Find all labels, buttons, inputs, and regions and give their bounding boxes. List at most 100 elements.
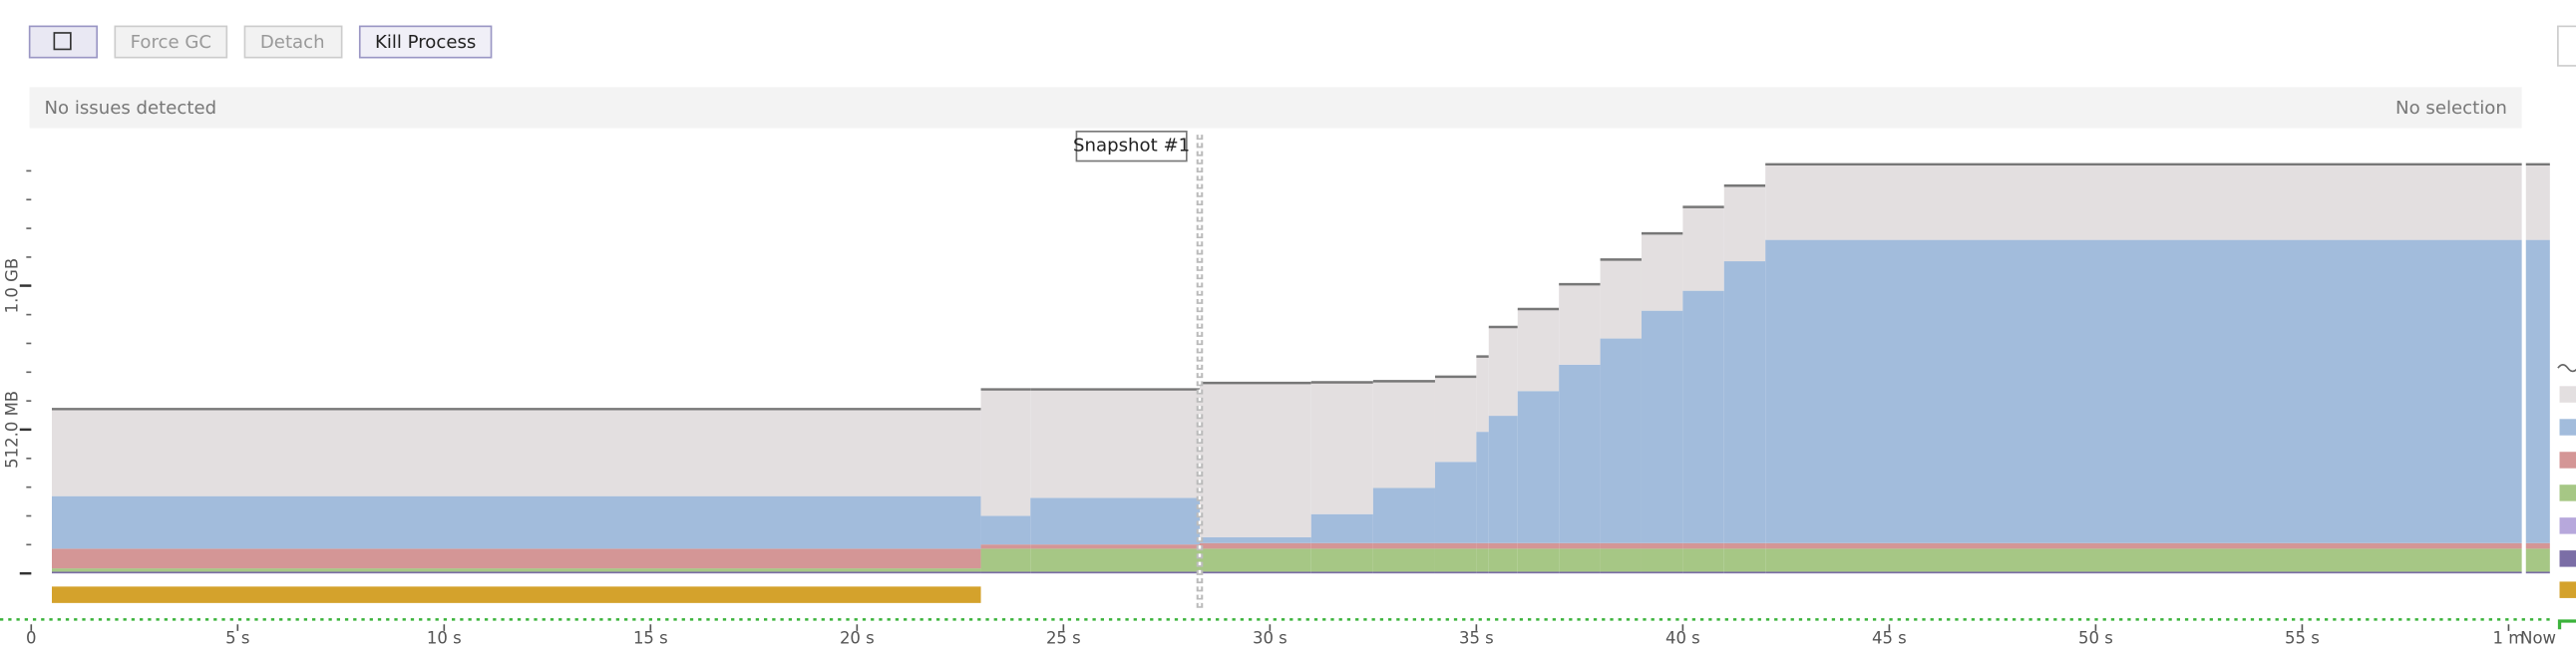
legend-icon: [2559, 419, 2576, 436]
area-segment: [52, 571, 981, 574]
button-label: Force GC: [131, 32, 211, 53]
area-segment: [1765, 239, 2550, 543]
area-segment: [1476, 542, 1489, 549]
area-segment: [52, 548, 981, 569]
area-segment: [1641, 571, 1683, 574]
area-segment: [1199, 548, 1311, 572]
area-segment: [1559, 542, 1601, 549]
area-segment: [1559, 284, 1601, 365]
area-segment: [1765, 548, 2550, 572]
area-segment: [1030, 497, 1200, 545]
legend-wave: [2557, 364, 2576, 373]
area-segment: [1723, 185, 1766, 262]
area-segment: [1600, 338, 1642, 543]
detach-button[interactable]: [243, 25, 343, 59]
memory-chart: Snapshot #1 512.0 MB 1.0 GB 0 5 s 10 s 15 s 20 …: [0, 131, 2576, 648]
area-segment: [1476, 432, 1489, 543]
area-segment: [1723, 261, 1766, 543]
area-segment: [1434, 548, 1477, 572]
area-segment: [1723, 571, 1766, 574]
area-segment: [1310, 548, 1373, 572]
area-segment: [1682, 290, 1724, 543]
button-label: Detach: [260, 32, 325, 53]
x-tick-label: 30 s: [1253, 629, 1288, 648]
area-segment: [1030, 544, 1200, 549]
area-segment: [1372, 381, 1435, 488]
area-segment: [1434, 542, 1477, 549]
x-tick-label: 5 s: [225, 629, 249, 648]
button-label: Kill Process: [375, 32, 476, 53]
area-segment: [1641, 233, 1683, 311]
area-segment: [1030, 548, 1200, 572]
x-tick-label: 25 s: [1046, 629, 1081, 648]
area-segment: [1199, 536, 1311, 543]
x-tick-label: 15 s: [633, 629, 668, 648]
area-segment: [1723, 542, 1766, 549]
area-segment: [1030, 571, 1200, 574]
now-label: Now: [2520, 629, 2556, 648]
kill-button[interactable]: [358, 25, 493, 59]
area-segment: [1488, 416, 1518, 543]
area-segment: [1434, 376, 1477, 463]
area-segment: [1199, 542, 1311, 549]
status-bar: [29, 87, 2522, 129]
area-segment: [980, 548, 1031, 572]
x-tick-label: 45 s: [1872, 629, 1907, 648]
y-tick-label: 512.0 MB: [3, 391, 22, 469]
area-segment: [980, 544, 1031, 549]
edge-button[interactable]: [2557, 25, 2576, 67]
area-segment: [1682, 548, 1724, 572]
area-segment: [1559, 548, 1601, 572]
x-tick-label: 1 m: [2493, 629, 2525, 648]
area-segment: [1559, 364, 1601, 543]
y-tick-label: 1.0 GB: [3, 258, 22, 314]
area-segment: [1600, 259, 1642, 339]
x-tick-label: 40 s: [1665, 629, 1700, 648]
x-tick-label: 55 s: [2285, 629, 2320, 648]
legend-icon: [2559, 485, 2576, 501]
x-tick-label: 20 s: [840, 629, 875, 648]
area-segment: [980, 389, 1031, 516]
snapshot-label: Snapshot #1: [1073, 136, 1190, 157]
area-segment: [1310, 513, 1373, 543]
x-tick-label: 35 s: [1459, 629, 1494, 648]
area-segment: [1682, 542, 1724, 549]
area-segment: [1682, 571, 1724, 574]
x-tick-label: 10 s: [427, 629, 462, 648]
legend-icon: [2559, 581, 2576, 598]
area-segment: [1600, 542, 1642, 549]
timeline-end: [2557, 619, 2576, 630]
area-segment: [1765, 542, 2550, 549]
area-segment: [52, 495, 981, 549]
area-segment: [1723, 548, 1766, 572]
area-segment: [1488, 571, 1518, 574]
area-segment: [1030, 389, 1200, 498]
area-segment: [1434, 462, 1477, 543]
area-segment: [1310, 571, 1373, 574]
area-segment: [1476, 548, 1489, 572]
area-segment: [1600, 571, 1642, 574]
area-segment: [1372, 487, 1435, 543]
window-icon: [53, 32, 72, 51]
x-tick-label: 0: [26, 629, 36, 648]
window-button[interactable]: [28, 25, 99, 59]
area-segment: [1199, 571, 1311, 574]
area-segment: [980, 571, 1031, 574]
area-segment: [1372, 548, 1435, 572]
area-segment: [1517, 548, 1560, 572]
legend-icon: [2559, 386, 2576, 403]
cursor: [2521, 158, 2526, 579]
area-segment: [52, 568, 981, 572]
area-segment: [1476, 571, 1489, 574]
area-segment: [1765, 163, 2550, 240]
area-segment: [1517, 571, 1560, 574]
area-segment: [1434, 571, 1477, 574]
status-left: No issues detected: [44, 98, 216, 119]
area-segment: [52, 409, 981, 496]
legend-icon: [2559, 550, 2576, 567]
area-segment: [1310, 382, 1373, 514]
legend-icon: [2559, 517, 2576, 534]
force-gc-button[interactable]: [114, 25, 228, 59]
